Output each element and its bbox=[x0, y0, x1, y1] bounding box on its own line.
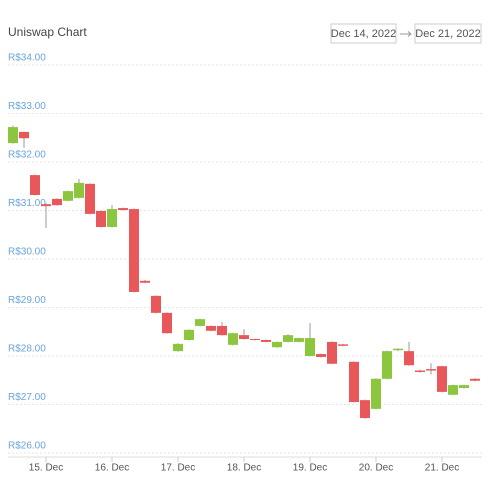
candle-body bbox=[107, 209, 117, 227]
y-tick-label: R$30.00 bbox=[8, 247, 46, 258]
candle-body bbox=[195, 319, 205, 326]
candle-body bbox=[349, 361, 359, 403]
x-tick-label: 20. Dec bbox=[359, 463, 393, 474]
date-to-box[interactable] bbox=[414, 23, 482, 44]
candle-body bbox=[30, 175, 40, 195]
candle-body bbox=[74, 182, 84, 198]
y-tick-label: R$31.00 bbox=[8, 198, 46, 209]
candle-body bbox=[404, 351, 414, 366]
y-tick-label: R$34.00 bbox=[8, 53, 46, 64]
x-tick-label: 15. Dec bbox=[29, 463, 63, 474]
candle-body bbox=[129, 209, 139, 292]
candle-body bbox=[305, 338, 315, 356]
candle-body bbox=[140, 280, 150, 283]
candle-body bbox=[184, 329, 194, 340]
candle-body bbox=[316, 354, 326, 357]
candle-body bbox=[162, 312, 172, 334]
candle-body bbox=[151, 295, 161, 313]
candle-body bbox=[283, 335, 293, 342]
y-tick-label: R$27.00 bbox=[8, 392, 46, 403]
y-tick-label: R$33.00 bbox=[8, 101, 46, 112]
candle-body bbox=[217, 325, 227, 336]
y-tick-label: R$29.00 bbox=[8, 295, 46, 306]
candle-body bbox=[437, 366, 447, 392]
candle-body bbox=[415, 370, 425, 373]
candle-body bbox=[173, 343, 183, 352]
y-tick-label: R$28.00 bbox=[8, 344, 46, 355]
candle-body bbox=[294, 338, 304, 342]
x-tick-label: 21. Dec bbox=[425, 463, 459, 474]
candle-body bbox=[8, 127, 18, 144]
candle-body bbox=[96, 210, 106, 227]
candle-body bbox=[393, 348, 403, 351]
date-from-box[interactable] bbox=[330, 23, 397, 44]
candle-body bbox=[63, 191, 73, 201]
arrow-icon bbox=[400, 31, 412, 37]
candle-body bbox=[470, 378, 480, 381]
candle-body bbox=[327, 341, 337, 364]
candle-body bbox=[448, 385, 458, 395]
candle-body bbox=[261, 339, 271, 342]
candle-body bbox=[206, 325, 216, 331]
candle-body bbox=[19, 131, 29, 139]
candle-body bbox=[360, 400, 370, 419]
candle-body bbox=[228, 333, 238, 345]
candle-body bbox=[85, 183, 95, 214]
candle-body bbox=[118, 208, 128, 211]
date-from[interactable]: Dec 14, 2022 bbox=[331, 28, 396, 40]
candle-body bbox=[338, 344, 348, 346]
candle-body bbox=[382, 351, 392, 379]
y-tick-label: R$32.00 bbox=[8, 150, 46, 161]
candle-body bbox=[52, 198, 62, 206]
x-tick-label: 18. Dec bbox=[227, 463, 261, 474]
candle-body bbox=[459, 385, 469, 389]
candle-body bbox=[250, 339, 260, 341]
chart-title: Uniswap Chart bbox=[8, 25, 87, 39]
x-tick-label: 19. Dec bbox=[293, 463, 327, 474]
candle-body bbox=[426, 369, 436, 371]
date-to[interactable]: Dec 21, 2022 bbox=[415, 28, 480, 40]
y-tick-label: R$26.00 bbox=[8, 441, 46, 452]
candle-body bbox=[371, 378, 381, 409]
x-tick-label: 17. Dec bbox=[161, 463, 195, 474]
candle-body bbox=[272, 341, 282, 348]
candle-body bbox=[41, 204, 51, 207]
candle-body bbox=[239, 335, 249, 340]
x-tick-label: 16. Dec bbox=[95, 463, 129, 474]
